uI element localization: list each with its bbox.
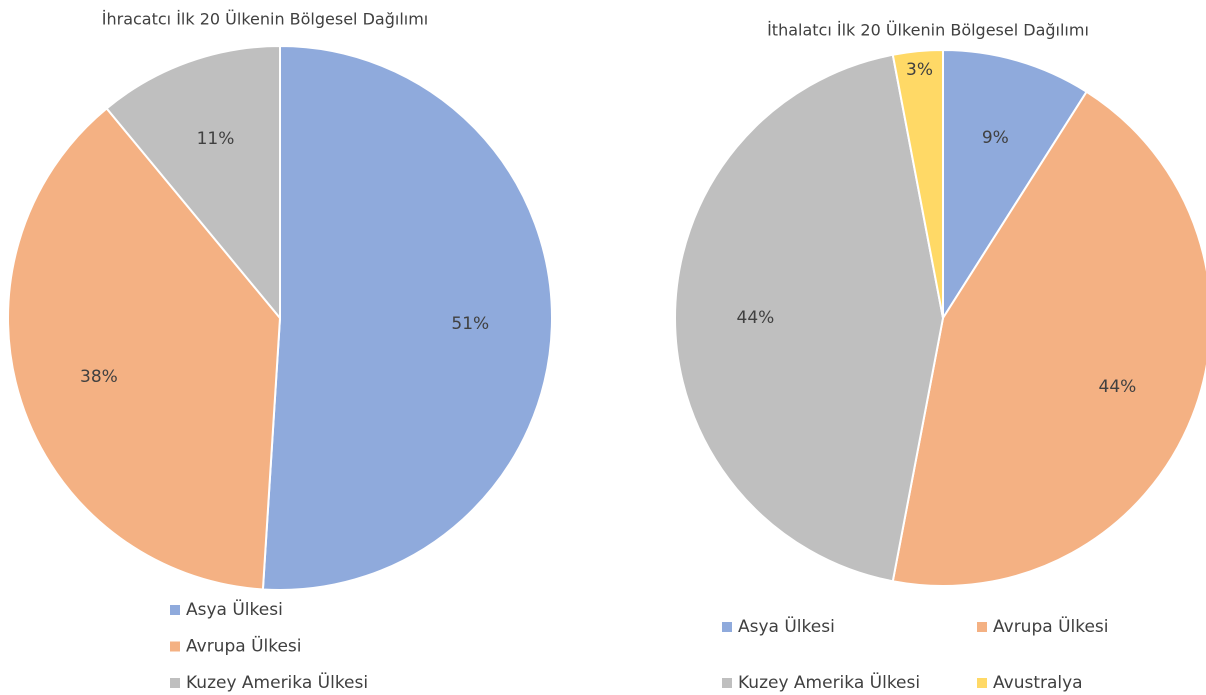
legend-label: Asya Ülkesi [186,598,283,620]
data-label: 38% [80,367,118,387]
legend-swatch [722,678,732,688]
pie-slice [261,44,553,591]
pie-slice [674,53,945,583]
data-label: 11% [197,129,235,149]
legend-label: Avrupa Ülkesi [186,635,302,657]
pie-slice [7,107,282,591]
data-label: 51% [451,314,489,334]
pie-slice [105,44,281,321]
chart-title: İhracatcı İlk 20 Ülkenin Bölgesel Dağılı… [102,10,428,29]
chart-title: İthalatcı İlk 20 Ülkenin Bölgesel Dağılı… [767,21,1089,40]
data-label: 44% [737,308,775,328]
legend-swatch [170,605,180,615]
pie-slice [942,48,1088,322]
data-label: 3% [906,60,933,80]
legend-label: Kuzey Amerika Ülkesi [186,671,368,693]
data-label: 44% [1099,377,1137,397]
legend-label: Avustralya [993,673,1083,693]
legend-swatch [977,622,987,632]
pie-slice [891,90,1206,587]
legend-label: Asya Ülkesi [738,615,835,637]
legend-swatch [170,641,180,652]
data-label: 9% [982,128,1009,148]
legend-label: Avrupa Ülkesi [993,615,1109,637]
pie-slice [891,48,944,319]
legend-swatch [170,678,180,688]
legend-label: Kuzey Amerika Ülkesi [738,671,920,693]
legend-swatch [977,678,987,688]
legend-swatch [722,622,732,632]
